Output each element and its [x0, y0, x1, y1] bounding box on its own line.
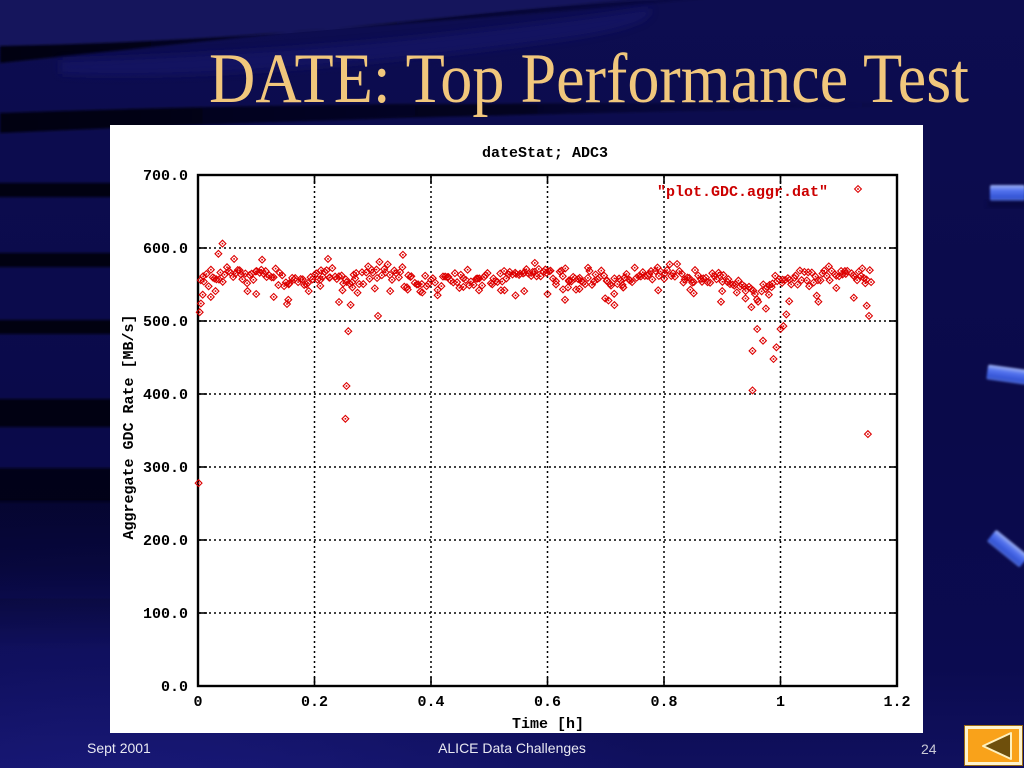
svg-text:Aggregate GDC Rate [MB/s]: Aggregate GDC Rate [MB/s] — [121, 314, 138, 539]
svg-text:0.8: 0.8 — [650, 694, 677, 711]
svg-text:"plot.GDC.aggr.dat": "plot.GDC.aggr.dat" — [657, 184, 828, 201]
svg-text:300.0: 300.0 — [143, 460, 188, 477]
svg-text:0.4: 0.4 — [417, 694, 444, 711]
svg-text:500.0: 500.0 — [143, 314, 188, 331]
svg-text:0.2: 0.2 — [301, 694, 328, 711]
svg-text:1.2: 1.2 — [883, 694, 910, 711]
svg-text:0: 0 — [193, 694, 202, 711]
svg-text:0.6: 0.6 — [534, 694, 561, 711]
svg-text:600.0: 600.0 — [143, 241, 188, 258]
svg-text:1: 1 — [776, 694, 785, 711]
svg-text:DATE: Top Performance Test: DATE: Top Performance Test — [209, 40, 969, 118]
svg-text:0.0: 0.0 — [161, 679, 188, 696]
svg-text:200.0: 200.0 — [143, 533, 188, 550]
svg-text:700.0: 700.0 — [143, 168, 188, 185]
svg-text:dateStat; ADC3: dateStat; ADC3 — [482, 145, 608, 162]
svg-text:400.0: 400.0 — [143, 387, 188, 404]
svg-text:100.0: 100.0 — [143, 606, 188, 623]
svg-text:Time [h]: Time [h] — [512, 716, 584, 733]
